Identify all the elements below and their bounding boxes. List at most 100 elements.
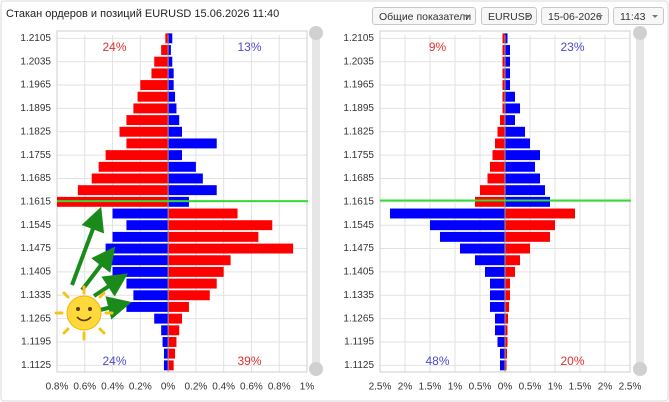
bar [490,290,505,301]
annotation: 48% [425,354,449,368]
y-tick-label: 1.1125 [21,360,51,371]
bar [505,266,515,277]
bar [505,231,550,242]
bar [98,255,169,266]
bar [440,231,505,242]
bar [502,91,505,102]
x-tick-label: 1% [448,382,463,393]
bar [490,278,505,289]
bar [495,313,505,324]
bar [505,68,510,79]
bar [168,348,176,359]
annotation: 39% [237,354,261,368]
bar [168,208,238,219]
bar [168,68,174,79]
bar [502,33,505,44]
bar [505,56,510,67]
bar [133,103,169,114]
bar [505,161,535,172]
y-tick-label: 1.1545 [343,220,374,231]
bar [500,360,505,371]
bar [126,138,169,149]
bar [475,255,505,266]
bar [119,126,169,137]
x-tick-label: 2.5% [369,382,392,393]
y-tick-label: 1.1615 [343,196,374,207]
chart-title: Стакан ордеров и позиций EURUSD 15.06.20… [6,8,280,20]
bar [154,313,169,324]
x-tick-label: 1.5% [419,382,442,393]
bar [168,325,180,336]
x-tick-label: 2% [598,382,613,393]
bar [137,91,169,102]
bar [168,278,217,289]
bar [505,348,507,359]
bar [168,33,173,44]
x-tick-label: 0.4% [212,382,235,393]
bar [168,56,173,67]
bar [460,243,505,254]
x-tick-label: 0.6% [240,382,263,393]
bar [168,103,177,114]
bar [505,255,520,266]
bar [505,80,510,91]
x-tick-label: 0.4% [101,382,124,393]
y-tick-label: 1.2035 [20,56,51,67]
x-tick-label: 0.8% [268,382,291,393]
y-tick-label: 1.2035 [343,56,374,67]
bar [133,290,169,301]
bar [487,173,505,184]
x-tick-label: 0.2% [129,382,152,393]
y-tick-label: 1.1965 [20,80,51,91]
bar [505,91,515,102]
bar [112,231,169,242]
y-tick-label: 1.1265 [343,313,374,324]
bar [502,68,505,79]
y-tick-label: 1.1405 [343,267,374,278]
x-tick-label: 1% [300,382,315,393]
annotation: 20% [560,354,584,368]
y-tick-label: 1.1265 [20,313,51,324]
y-tick-label: 1.2105 [343,33,374,44]
annotation: 13% [237,40,261,54]
bar [505,220,555,231]
dropdown[interactable]: 15-06-2026 [541,7,609,25]
bar [490,161,505,172]
y-tick-label: 1.1125 [344,360,374,371]
x-tick-label: 1% [548,382,563,393]
bar [168,301,189,312]
bar [390,208,505,219]
bar [163,348,169,359]
x-tick-label: 0% [161,382,176,393]
bar [168,150,182,161]
bar [505,196,550,207]
bar [497,126,505,137]
bar [168,161,196,172]
annotation: 9% [429,40,447,54]
bar [140,80,169,91]
x-tick-label: 0.5% [469,382,492,393]
bar [161,325,169,336]
bar [495,325,505,336]
bar [500,115,505,126]
bar [505,185,545,196]
bar [105,243,169,254]
bar [502,45,505,55]
y-tick-label: 1.1195 [21,337,51,348]
bar [112,208,169,219]
bar [492,150,505,161]
dropdown[interactable]: EURUSD [481,7,537,25]
bar [168,220,273,231]
bar [168,126,182,137]
bar [495,138,505,149]
y-tick-label: 1.2105 [20,33,51,44]
dropdown[interactable]: Общие показатели [372,7,476,25]
y-tick-label: 1.1335 [20,290,51,301]
bar [505,278,510,289]
bar [497,337,505,347]
bar [505,115,515,126]
dropdown[interactable]: 11:43 [613,7,664,25]
bar [98,161,169,172]
bar [168,266,224,277]
